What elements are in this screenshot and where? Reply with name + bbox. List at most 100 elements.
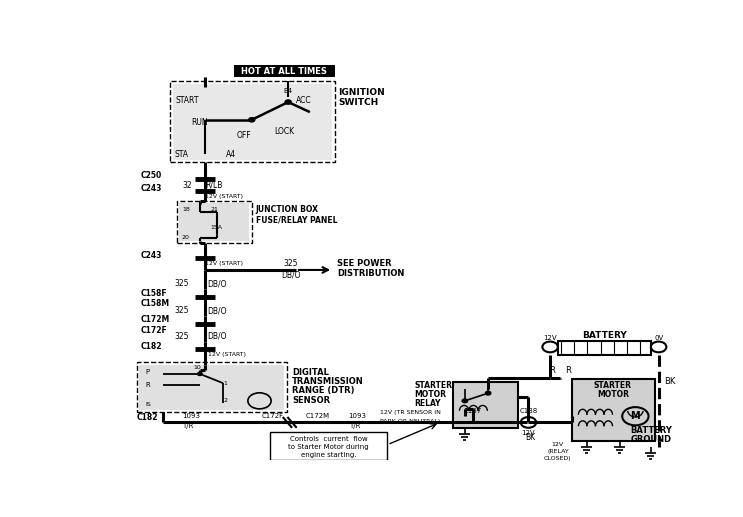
Text: C158F: C158F (141, 288, 168, 298)
Text: CLOSED): CLOSED) (544, 456, 571, 461)
Text: M: M (631, 411, 640, 421)
Text: BK: BK (664, 377, 675, 386)
Text: C188: C188 (519, 408, 537, 414)
Bar (172, 84, 332, 160)
Text: SENSOR: SENSOR (292, 396, 330, 405)
Text: 12V (START): 12V (START) (205, 194, 243, 199)
Text: to Starter Motor during: to Starter Motor during (288, 444, 369, 450)
Text: IGNITION: IGNITION (339, 88, 386, 97)
Text: 325: 325 (175, 279, 189, 288)
Text: 12V (TR SENSOR IN: 12V (TR SENSOR IN (380, 410, 441, 415)
Text: 1093: 1093 (182, 413, 200, 419)
Text: STA: STA (175, 150, 188, 159)
Text: BATTERY: BATTERY (582, 331, 627, 340)
Text: DISTRIBUTION: DISTRIBUTION (337, 269, 404, 278)
Text: 1093: 1093 (348, 413, 366, 419)
Text: C182: C182 (137, 413, 158, 422)
Text: R: R (146, 383, 150, 388)
Circle shape (542, 342, 558, 352)
Text: BK: BK (526, 433, 536, 443)
Text: (RELAY: (RELAY (547, 449, 568, 454)
Bar (572, 379, 655, 441)
Text: STARTER: STARTER (594, 381, 632, 390)
Text: C250: C250 (141, 172, 162, 180)
Text: TRANSMISSION: TRANSMISSION (292, 377, 364, 386)
Circle shape (485, 391, 491, 395)
Text: PARK OR NEUTRAL): PARK OR NEUTRAL) (380, 419, 440, 424)
Text: RUN: RUN (191, 117, 208, 127)
Text: T/R: T/R (348, 423, 360, 429)
Text: T/R: T/R (182, 423, 193, 429)
Text: 2: 2 (223, 398, 227, 403)
Text: 0V: 0V (654, 334, 663, 341)
Text: P: P (146, 369, 149, 375)
Text: R/LB: R/LB (205, 181, 223, 190)
Bar (137, 362, 287, 413)
Circle shape (249, 118, 255, 122)
Text: 15A: 15A (211, 225, 223, 230)
Text: RELAY: RELAY (415, 400, 441, 408)
Circle shape (462, 399, 467, 403)
Text: 325: 325 (175, 332, 189, 341)
Text: C158M: C158M (141, 298, 170, 308)
Text: MOTOR: MOTOR (597, 390, 629, 399)
Text: 325: 325 (175, 306, 189, 315)
Text: FUSE/RELAY PANEL: FUSE/RELAY PANEL (256, 216, 337, 224)
Text: STARTER: STARTER (415, 381, 452, 390)
Text: C182: C182 (141, 342, 163, 351)
Text: DB/O: DB/O (281, 270, 300, 279)
Bar (234, 65, 334, 78)
Text: HOT AT ALL TIMES: HOT AT ALL TIMES (241, 67, 327, 76)
Text: 325: 325 (283, 258, 298, 267)
Circle shape (198, 372, 202, 375)
Bar (453, 382, 518, 428)
Bar (558, 341, 651, 355)
Text: MOTOR: MOTOR (415, 390, 447, 399)
Text: SEE POWER: SEE POWER (337, 258, 392, 267)
Text: DIGITAL: DIGITAL (292, 368, 329, 377)
Text: DB/O: DB/O (207, 306, 227, 315)
Circle shape (651, 342, 666, 352)
Text: engine starting.: engine starting. (301, 452, 356, 458)
Text: R: R (549, 366, 554, 374)
Text: 1: 1 (223, 381, 227, 386)
Text: 12V: 12V (522, 430, 535, 436)
Text: START: START (176, 96, 199, 105)
Text: 12V (START): 12V (START) (207, 352, 246, 357)
Text: 20: 20 (182, 235, 190, 240)
Text: C172F: C172F (141, 326, 168, 334)
Bar (140, 364, 285, 410)
Bar (170, 81, 334, 162)
Circle shape (285, 100, 291, 104)
Text: DB/O: DB/O (207, 279, 227, 288)
Text: C243: C243 (141, 251, 162, 260)
Text: 32: 32 (182, 181, 192, 190)
Text: GROUND: GROUND (630, 435, 672, 444)
Text: 18: 18 (182, 207, 189, 211)
Text: Controls  current  flow: Controls current flow (290, 436, 367, 443)
Text: RANGE (DTR): RANGE (DTR) (292, 386, 354, 396)
Text: C172F: C172F (262, 413, 284, 419)
Text: B4: B4 (284, 88, 293, 94)
Text: C243: C243 (141, 184, 162, 193)
Text: 12V: 12V (543, 334, 557, 341)
Text: IS: IS (146, 402, 152, 407)
Text: BATTERY: BATTERY (630, 425, 672, 435)
Bar (179, 203, 250, 241)
Text: A4: A4 (226, 150, 236, 159)
Text: ACC: ACC (296, 96, 311, 105)
Text: R: R (565, 366, 571, 374)
Text: SWITCH: SWITCH (339, 98, 379, 107)
Circle shape (465, 417, 481, 428)
Text: 12V: 12V (552, 442, 564, 447)
Text: 12V (START): 12V (START) (205, 261, 243, 266)
Bar (270, 432, 387, 460)
Text: OFF: OFF (237, 131, 251, 140)
Bar (177, 201, 252, 243)
Text: 21: 21 (211, 207, 218, 211)
Text: C172M: C172M (141, 315, 170, 325)
Text: JUNCTION BOX: JUNCTION BOX (256, 205, 319, 215)
Text: C172M: C172M (306, 413, 330, 419)
Text: LOCK: LOCK (274, 127, 294, 136)
Text: 10: 10 (194, 365, 201, 370)
